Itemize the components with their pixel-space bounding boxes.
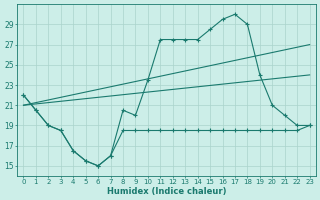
X-axis label: Humidex (Indice chaleur): Humidex (Indice chaleur) <box>107 187 226 196</box>
